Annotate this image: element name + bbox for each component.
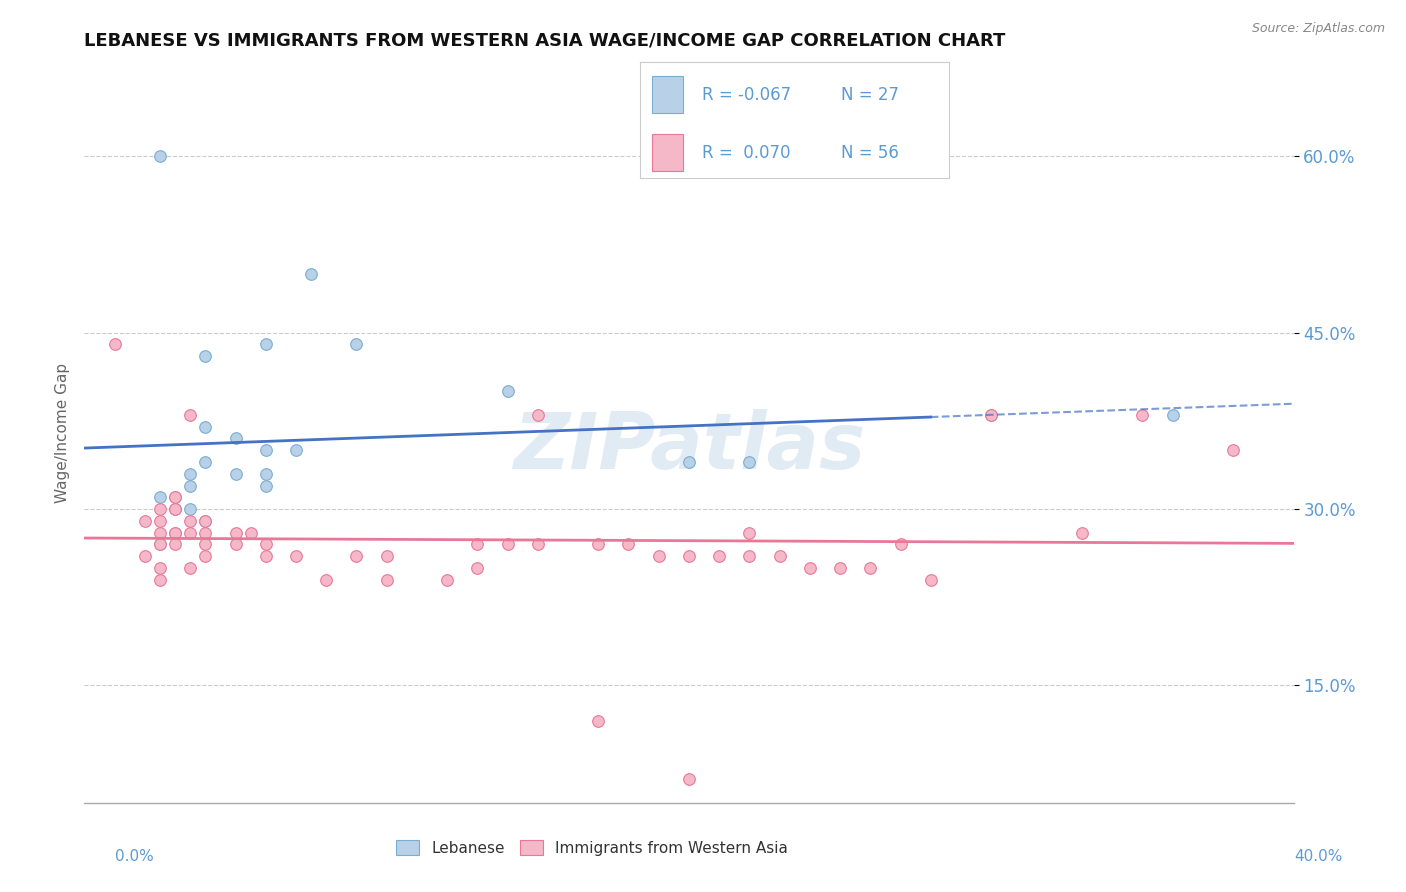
Point <box>769 549 792 563</box>
Point <box>527 408 550 422</box>
Point <box>496 537 519 551</box>
Point <box>194 455 217 469</box>
Point <box>134 549 156 563</box>
Point <box>678 549 700 563</box>
Text: N = 56: N = 56 <box>841 144 898 161</box>
Point <box>179 408 201 422</box>
Point <box>859 561 882 575</box>
Point <box>799 561 821 575</box>
Point <box>179 478 201 492</box>
Point <box>254 443 277 458</box>
Point <box>225 432 247 446</box>
Point <box>738 525 761 540</box>
Point <box>890 537 912 551</box>
Text: R =  0.070: R = 0.070 <box>702 144 790 161</box>
Point <box>678 455 700 469</box>
Point <box>149 149 172 163</box>
Point <box>254 478 277 492</box>
Point <box>436 573 458 587</box>
Point <box>179 514 201 528</box>
Point <box>104 337 127 351</box>
Point <box>194 537 217 551</box>
Point <box>194 514 217 528</box>
Point <box>980 408 1002 422</box>
Point <box>239 525 262 540</box>
Point <box>709 549 731 563</box>
Point <box>678 772 700 787</box>
Y-axis label: Wage/Income Gap: Wage/Income Gap <box>55 362 70 503</box>
FancyBboxPatch shape <box>652 77 683 113</box>
Point <box>467 561 489 575</box>
Point <box>149 561 172 575</box>
Point <box>194 525 217 540</box>
Point <box>617 537 640 551</box>
Text: R = -0.067: R = -0.067 <box>702 86 790 103</box>
Point <box>980 408 1002 422</box>
Point <box>588 714 610 728</box>
Point <box>254 337 277 351</box>
Point <box>165 490 187 504</box>
Legend: Lebanese, Immigrants from Western Asia: Lebanese, Immigrants from Western Asia <box>389 834 794 862</box>
Point <box>179 561 201 575</box>
Point <box>194 349 217 363</box>
Point <box>165 490 187 504</box>
Point <box>1161 408 1184 422</box>
Point <box>149 537 172 551</box>
Point <box>738 549 761 563</box>
Point <box>375 573 398 587</box>
Text: Source: ZipAtlas.com: Source: ZipAtlas.com <box>1251 22 1385 36</box>
Point <box>738 455 761 469</box>
Point <box>830 561 852 575</box>
Point <box>225 537 247 551</box>
Point <box>179 467 201 481</box>
Point <box>920 573 942 587</box>
Point <box>299 267 322 281</box>
Point <box>165 525 187 540</box>
Point <box>346 549 368 563</box>
Point <box>1071 525 1094 540</box>
Point <box>1222 443 1244 458</box>
Point <box>496 384 519 399</box>
Point <box>179 502 201 516</box>
Point <box>527 537 550 551</box>
Point <box>254 467 277 481</box>
Point <box>149 537 172 551</box>
Point <box>346 337 368 351</box>
Point <box>149 502 172 516</box>
Point <box>149 490 172 504</box>
Point <box>375 549 398 563</box>
Point <box>194 419 217 434</box>
Text: 40.0%: 40.0% <box>1295 849 1343 864</box>
Point <box>648 549 671 563</box>
Point <box>149 573 172 587</box>
Point <box>194 514 217 528</box>
Point <box>467 537 489 551</box>
Point <box>254 549 277 563</box>
Point <box>225 467 247 481</box>
Point <box>179 525 201 540</box>
Point <box>254 537 277 551</box>
Point <box>588 537 610 551</box>
Point <box>149 514 172 528</box>
Text: N = 27: N = 27 <box>841 86 898 103</box>
Text: 0.0%: 0.0% <box>115 849 155 864</box>
Point <box>165 537 187 551</box>
Text: LEBANESE VS IMMIGRANTS FROM WESTERN ASIA WAGE/INCOME GAP CORRELATION CHART: LEBANESE VS IMMIGRANTS FROM WESTERN ASIA… <box>84 32 1005 50</box>
Point <box>149 525 172 540</box>
Point <box>1130 408 1153 422</box>
Text: ZIPatlas: ZIPatlas <box>513 409 865 485</box>
Point <box>134 514 156 528</box>
Point <box>165 525 187 540</box>
Point <box>225 525 247 540</box>
Point <box>285 443 308 458</box>
FancyBboxPatch shape <box>652 135 683 171</box>
Point <box>165 502 187 516</box>
Point <box>285 549 308 563</box>
Point <box>165 502 187 516</box>
Point <box>315 573 337 587</box>
Point <box>194 549 217 563</box>
